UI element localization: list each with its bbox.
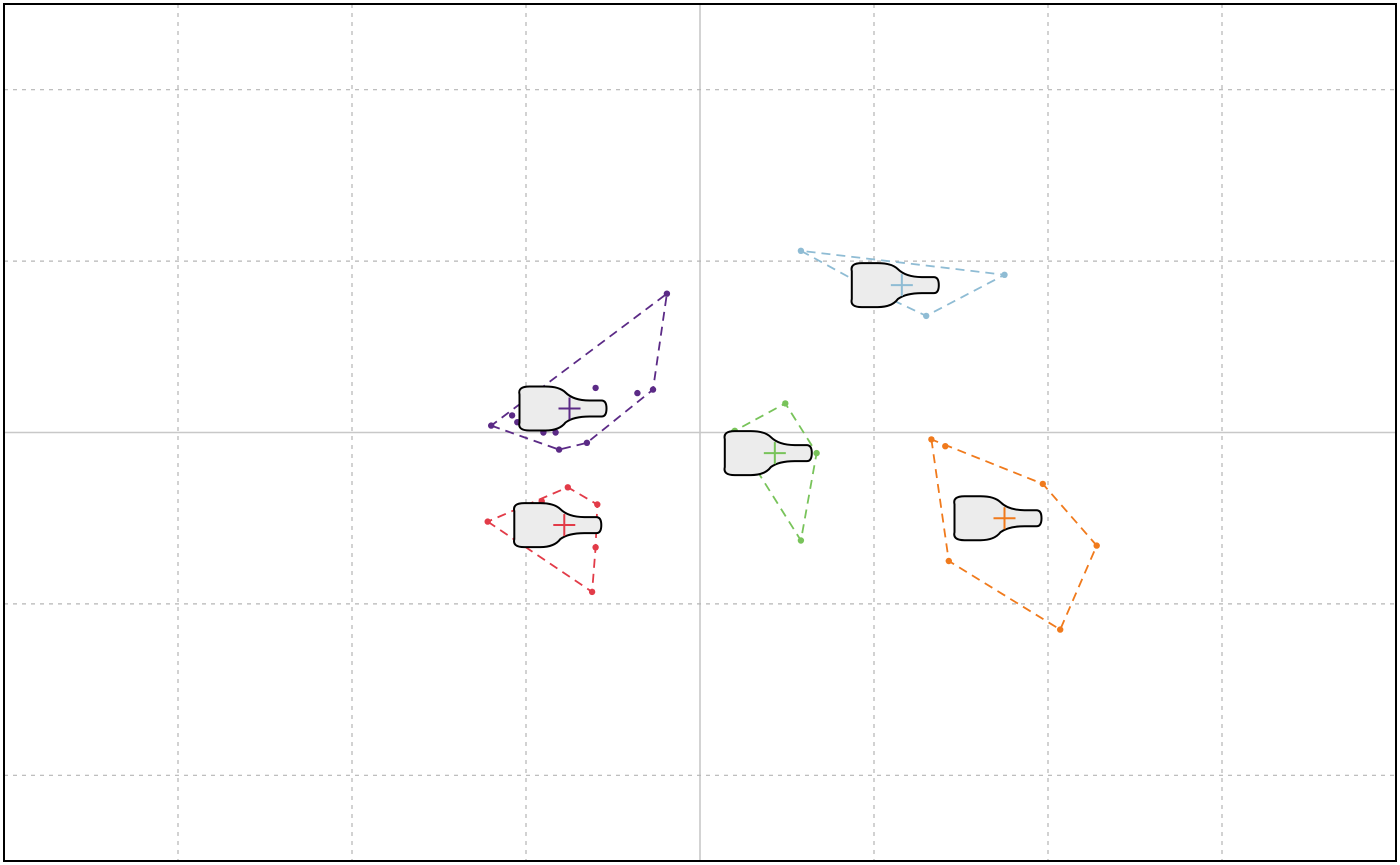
data-point-series-5 xyxy=(1057,626,1064,633)
hull-series-1 xyxy=(489,291,669,451)
data-point-series-5 xyxy=(928,436,935,443)
gridlines xyxy=(4,4,1396,861)
data-point-series-1 xyxy=(592,384,599,392)
data-point-series-5 xyxy=(1039,480,1047,488)
data-point-series-1 xyxy=(488,422,495,429)
data-point-series-4 xyxy=(564,484,571,491)
data-point-series-4 xyxy=(588,588,596,596)
data-point-series-5 xyxy=(1093,542,1100,549)
data-point-series-2 xyxy=(923,312,930,320)
data-point-series-5 xyxy=(942,443,949,450)
data-point-series-2 xyxy=(797,247,805,254)
data-point-series-4 xyxy=(484,518,491,525)
group-hulls xyxy=(485,249,1098,631)
data-point-series-1 xyxy=(583,439,591,446)
plot-frame xyxy=(3,3,1397,862)
data-point-series-1 xyxy=(634,389,641,397)
data-point-series-3 xyxy=(782,400,789,407)
data-point-series-3 xyxy=(813,449,820,457)
centroid-markers xyxy=(513,262,1043,549)
data-point-series-4 xyxy=(594,501,601,508)
data-point-series-4 xyxy=(592,544,599,551)
data-point-series-3 xyxy=(797,537,805,544)
data-point-series-1 xyxy=(508,412,516,419)
data-point-series-1 xyxy=(555,446,563,453)
data-point-series-2 xyxy=(1001,271,1008,278)
data-point-series-1 xyxy=(663,290,671,297)
data-points xyxy=(484,247,1100,633)
data-point-series-5 xyxy=(945,557,952,565)
data-point-series-1 xyxy=(552,429,559,436)
data-point-series-1 xyxy=(649,386,657,393)
hull-series-4 xyxy=(485,486,599,594)
